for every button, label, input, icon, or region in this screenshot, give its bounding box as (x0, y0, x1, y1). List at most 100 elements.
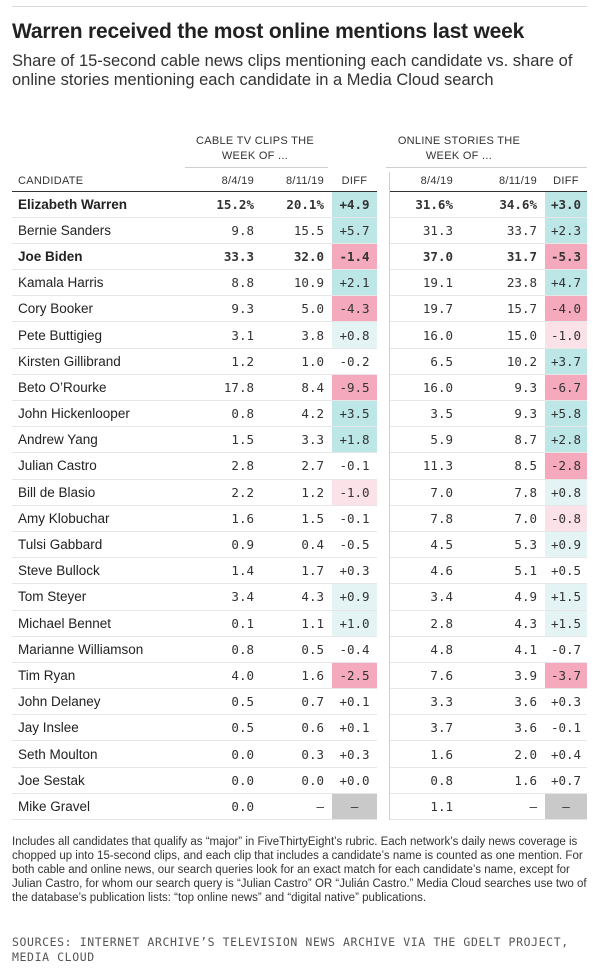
cable-week2-cell: 0.7 (262, 688, 332, 716)
online-week2-cell: 5.3 (461, 531, 545, 559)
online-diff-cell: +0.4 (545, 740, 587, 768)
table-row: Michael Bennet 0.1 1.1 +1.0 2.8 4.3 +1.5 (12, 610, 587, 637)
online-week2-cell: 9.3 (461, 374, 545, 402)
online-diff-cell: -5.3 (545, 243, 587, 271)
online-diff-cell: +5.8 (545, 400, 587, 428)
candidate-name-cell: Beto O’Rourke (12, 374, 192, 402)
cable-week1-cell: 0.8 (192, 400, 262, 428)
online-diff-cell: -0.8 (545, 505, 587, 532)
online-group-rule (386, 167, 587, 168)
column-header-row: CANDIDATE 8/4/19 8/11/19 DIFF 8/4/19 8/1… (12, 172, 587, 192)
column-gap-cell (377, 636, 390, 663)
column-gap-cell (377, 662, 390, 689)
candidate-name-cell: Andrew Yang (12, 426, 192, 454)
cable-week2-cell: 8.4 (262, 374, 332, 402)
top-rule (12, 6, 587, 7)
table-row: Beto O’Rourke 17.8 8.4 -9.5 16.0 9.3 -6.7 (12, 374, 587, 402)
cable-week1-cell: 4.0 (192, 662, 262, 690)
online-week2-cell: 15.0 (461, 321, 545, 349)
column-gap-cell (377, 452, 390, 480)
candidate-name-cell: John Hickenlooper (12, 400, 192, 428)
online-diff-cell: -1.0 (545, 321, 587, 349)
cable-week2-cell: 1.0 (262, 348, 332, 375)
cable-week2-cell: 1.1 (262, 610, 332, 637)
column-gap-cell (377, 793, 390, 820)
online-week1-cell: 19.7 (389, 295, 461, 323)
cable-diff-cell: +0.0 (332, 767, 377, 794)
cable-week2-cell: 0.4 (262, 531, 332, 559)
online-week1-cell: 3.4 (389, 583, 461, 611)
methodology-note: Includes all candidates that qualify as … (12, 836, 587, 904)
online-week1-cell: 31.3 (389, 217, 461, 244)
table-row: Kirsten Gillibrand 1.2 1.0 -0.2 6.5 10.2 +3.7 (12, 348, 587, 375)
cable-week2-cell: 0.6 (262, 714, 332, 742)
cable-week2-header: 8/11/19 (262, 172, 332, 192)
column-gap-cell (377, 191, 390, 218)
online-diff-cell: +0.3 (545, 688, 587, 716)
cable-week1-cell: 0.8 (192, 636, 262, 663)
online-week2-cell: 23.8 (461, 269, 545, 297)
cable-week2-cell: 0.5 (262, 636, 332, 663)
cable-week2-cell: 15.5 (262, 217, 332, 244)
cable-diff-cell: +0.8 (332, 321, 377, 349)
table-row: Bill de Blasio 2.2 1.2 -1.0 7.0 7.8 +0.8 (12, 479, 587, 506)
online-week2-cell: 34.6% (461, 191, 545, 218)
online-week2-header: 8/11/19 (461, 172, 545, 192)
candidate-name-cell: Julian Castro (12, 452, 192, 480)
online-week2-cell: 15.7 (461, 295, 545, 323)
column-gap-cell (377, 426, 390, 453)
online-week2-cell: 8.5 (461, 452, 545, 480)
column-gap-cell (377, 531, 390, 558)
cable-diff-cell: +0.1 (332, 714, 377, 742)
online-week2-cell: 4.1 (461, 636, 545, 663)
cable-week2-cell: 2.7 (262, 452, 332, 480)
online-week2-cell: – (461, 793, 545, 821)
cable-week2-cell: 20.1% (262, 191, 332, 218)
online-week2-cell: 7.0 (461, 505, 545, 532)
column-gap-cell (377, 740, 390, 768)
candidate-name-cell: Kirsten Gillibrand (12, 348, 192, 375)
cable-week1-cell: 2.8 (192, 452, 262, 480)
cable-week1-cell: 1.5 (192, 426, 262, 454)
table-row: Pete Buttigieg 3.1 3.8 +0.8 16.0 15.0 -1.0 (12, 321, 587, 349)
candidate-name-cell: Steve Bullock (12, 557, 192, 585)
cable-diff-cell: +1.8 (332, 426, 377, 454)
cable-week1-cell: 0.0 (192, 767, 262, 794)
candidate-name-cell: Jay Inslee (12, 714, 192, 742)
cable-week2-cell: 10.9 (262, 269, 332, 297)
cable-week1-cell: 3.1 (192, 321, 262, 349)
online-week1-cell: 4.8 (389, 636, 461, 663)
online-week1-cell: 19.1 (389, 269, 461, 297)
table-row: John Hickenlooper 0.8 4.2 +3.5 3.5 9.3 +5.8 (12, 400, 587, 428)
cable-week1-cell: 0.0 (192, 740, 262, 768)
cable-diff-cell: -0.4 (332, 636, 377, 663)
online-diff-cell: -6.7 (545, 374, 587, 402)
cable-week2-cell: 3.8 (262, 321, 332, 349)
cable-diff-cell: +3.5 (332, 400, 377, 428)
cable-diff-cell: -2.5 (332, 662, 377, 690)
candidate-name-cell: Tulsi Gabbard (12, 531, 192, 559)
candidate-name-cell: Marianne Williamson (12, 636, 192, 663)
online-week2-cell: 8.7 (461, 426, 545, 454)
cable-week1-cell: 1.6 (192, 505, 262, 532)
online-week1-header: 8/4/19 (389, 172, 461, 192)
column-gap-cell (377, 321, 390, 349)
candidate-name-cell: Pete Buttigieg (12, 321, 192, 349)
online-week2-cell: 3.6 (461, 688, 545, 716)
table-row: Joe Biden 33.3 32.0 -1.4 37.0 31.7 -5.3 (12, 243, 587, 271)
online-week1-cell: 3.3 (389, 688, 461, 716)
online-week2-cell: 10.2 (461, 348, 545, 375)
cable-week1-cell: 3.4 (192, 583, 262, 611)
online-week1-cell: 37.0 (389, 243, 461, 271)
candidate-column-header: CANDIDATE (12, 172, 192, 192)
cable-diff-cell: -0.5 (332, 531, 377, 559)
cable-week1-cell: 9.8 (192, 217, 262, 244)
online-week1-cell: 7.0 (389, 479, 461, 506)
cable-week1-cell: 9.3 (192, 295, 262, 323)
cable-week2-cell: 32.0 (262, 243, 332, 271)
cable-diff-cell: -9.5 (332, 374, 377, 402)
column-gap-cell (377, 400, 390, 427)
cable-diff-cell: +0.1 (332, 688, 377, 716)
cable-diff-cell: -0.2 (332, 348, 377, 375)
table-row: Cory Booker 9.3 5.0 -4.3 19.7 15.7 -4.0 (12, 295, 587, 323)
